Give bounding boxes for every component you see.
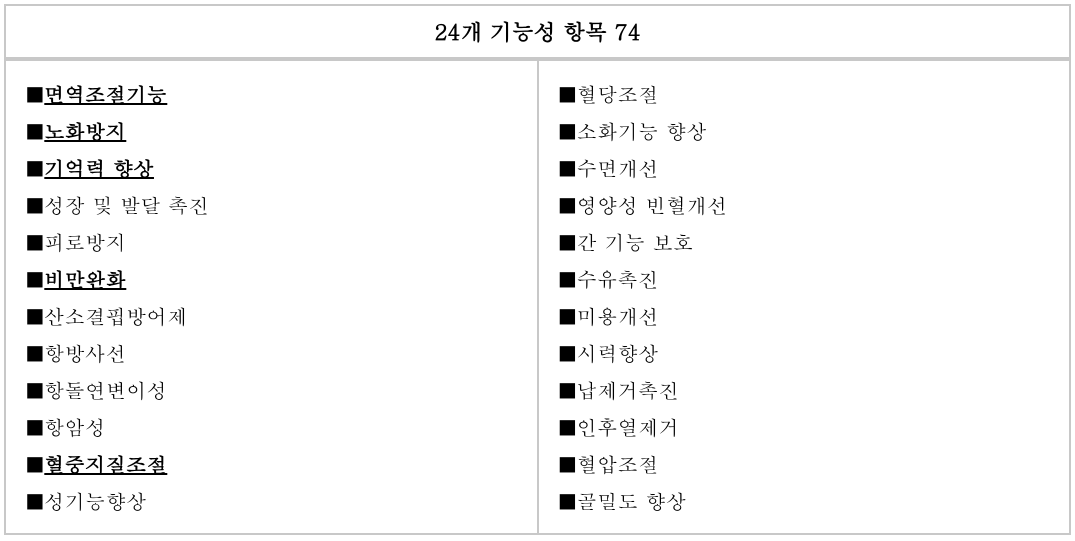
item-text: 면역조절기능 [44,79,167,108]
bullet-icon: ■ [26,482,44,519]
bullet-icon: ■ [559,186,577,223]
item-text: 수면개선 [577,153,659,182]
list-item: ■소화기능 향상 [559,112,1054,149]
list-item: ■혈중지질조절 [26,445,521,482]
bullet-icon: ■ [26,297,44,334]
item-text: 소화기능 향상 [577,116,707,145]
item-text: 산소결핍방어제 [44,301,188,330]
list-item: ■골밀도 향상 [559,482,1054,519]
bullet-icon: ■ [26,334,44,371]
list-item: ■비만완화 [26,260,521,297]
item-text: 골밀도 향상 [577,486,687,515]
list-item: ■성기능향상 [26,482,521,519]
list-item: ■시력향상 [559,334,1054,371]
item-text: 피로방지 [44,227,126,256]
item-text: 수유촉진 [577,264,659,293]
list-item: ■항암성 [26,408,521,445]
item-text: 혈당조절 [577,79,659,108]
bullet-icon: ■ [559,112,577,149]
bullet-icon: ■ [26,112,44,149]
list-item: ■항방사선 [26,334,521,371]
left-column: ■면역조절기능■노화방지■기억력 향상■성장 및 발달 촉진■피로방지■비만완화… [4,59,537,535]
item-text: 성장 및 발달 촉진 [44,190,209,219]
item-text: 혈압조절 [577,449,659,478]
item-text: 납제거촉진 [577,375,680,404]
bullet-icon: ■ [26,186,44,223]
bullet-icon: ■ [26,260,44,297]
bullet-icon: ■ [26,223,44,260]
item-text: 비만완화 [44,264,126,293]
bullet-icon: ■ [559,482,577,519]
item-text: 미용개선 [577,301,659,330]
bullet-icon: ■ [559,371,577,408]
content-row: ■면역조절기능■노화방지■기억력 향상■성장 및 발달 촉진■피로방지■비만완화… [4,59,1071,535]
list-item: ■인후열제거 [559,408,1054,445]
item-text: 항돌연변이성 [44,375,167,404]
list-item: ■항돌연변이성 [26,371,521,408]
bullet-icon: ■ [559,149,577,186]
right-column: ■혈당조절■소화기능 향상■수면개선■영양성 빈혈개선■간 기능 보호■수유촉진… [537,59,1072,535]
bullet-icon: ■ [26,445,44,482]
list-item: ■산소결핍방어제 [26,297,521,334]
list-item: ■혈압조절 [559,445,1054,482]
list-item: ■수면개선 [559,149,1054,186]
item-text: 인후열제거 [577,412,680,441]
bullet-icon: ■ [559,334,577,371]
bullet-icon: ■ [559,445,577,482]
list-item: ■면역조절기능 [26,75,521,112]
list-item: ■노화방지 [26,112,521,149]
functional-items-table: 24개 기능성 항목 74 ■면역조절기능■노화방지■기억력 향상■성장 및 발… [4,4,1071,535]
bullet-icon: ■ [559,223,577,260]
bullet-icon: ■ [559,75,577,112]
bullet-icon: ■ [26,149,44,186]
list-item: ■혈당조절 [559,75,1054,112]
item-text: 노화방지 [44,116,126,145]
list-item: ■간 기능 보호 [559,223,1054,260]
item-text: 항방사선 [44,338,126,367]
bullet-icon: ■ [559,260,577,297]
item-text: 혈중지질조절 [44,449,167,478]
list-item: ■영양성 빈혈개선 [559,186,1054,223]
item-text: 간 기능 보호 [577,227,694,256]
list-item: ■성장 및 발달 촉진 [26,186,521,223]
item-text: 영양성 빈혈개선 [577,190,728,219]
item-text: 기억력 향상 [44,153,154,182]
list-item: ■피로방지 [26,223,521,260]
bullet-icon: ■ [559,297,577,334]
list-item: ■수유촉진 [559,260,1054,297]
list-item: ■납제거촉진 [559,371,1054,408]
bullet-icon: ■ [26,75,44,112]
table-title: 24개 기능성 항목 74 [4,4,1071,59]
list-item: ■미용개선 [559,297,1054,334]
list-item: ■기억력 향상 [26,149,521,186]
item-text: 성기능향상 [44,486,147,515]
item-text: 시력향상 [577,338,659,367]
item-text: 항암성 [44,412,106,441]
bullet-icon: ■ [559,408,577,445]
bullet-icon: ■ [26,371,44,408]
bullet-icon: ■ [26,408,44,445]
